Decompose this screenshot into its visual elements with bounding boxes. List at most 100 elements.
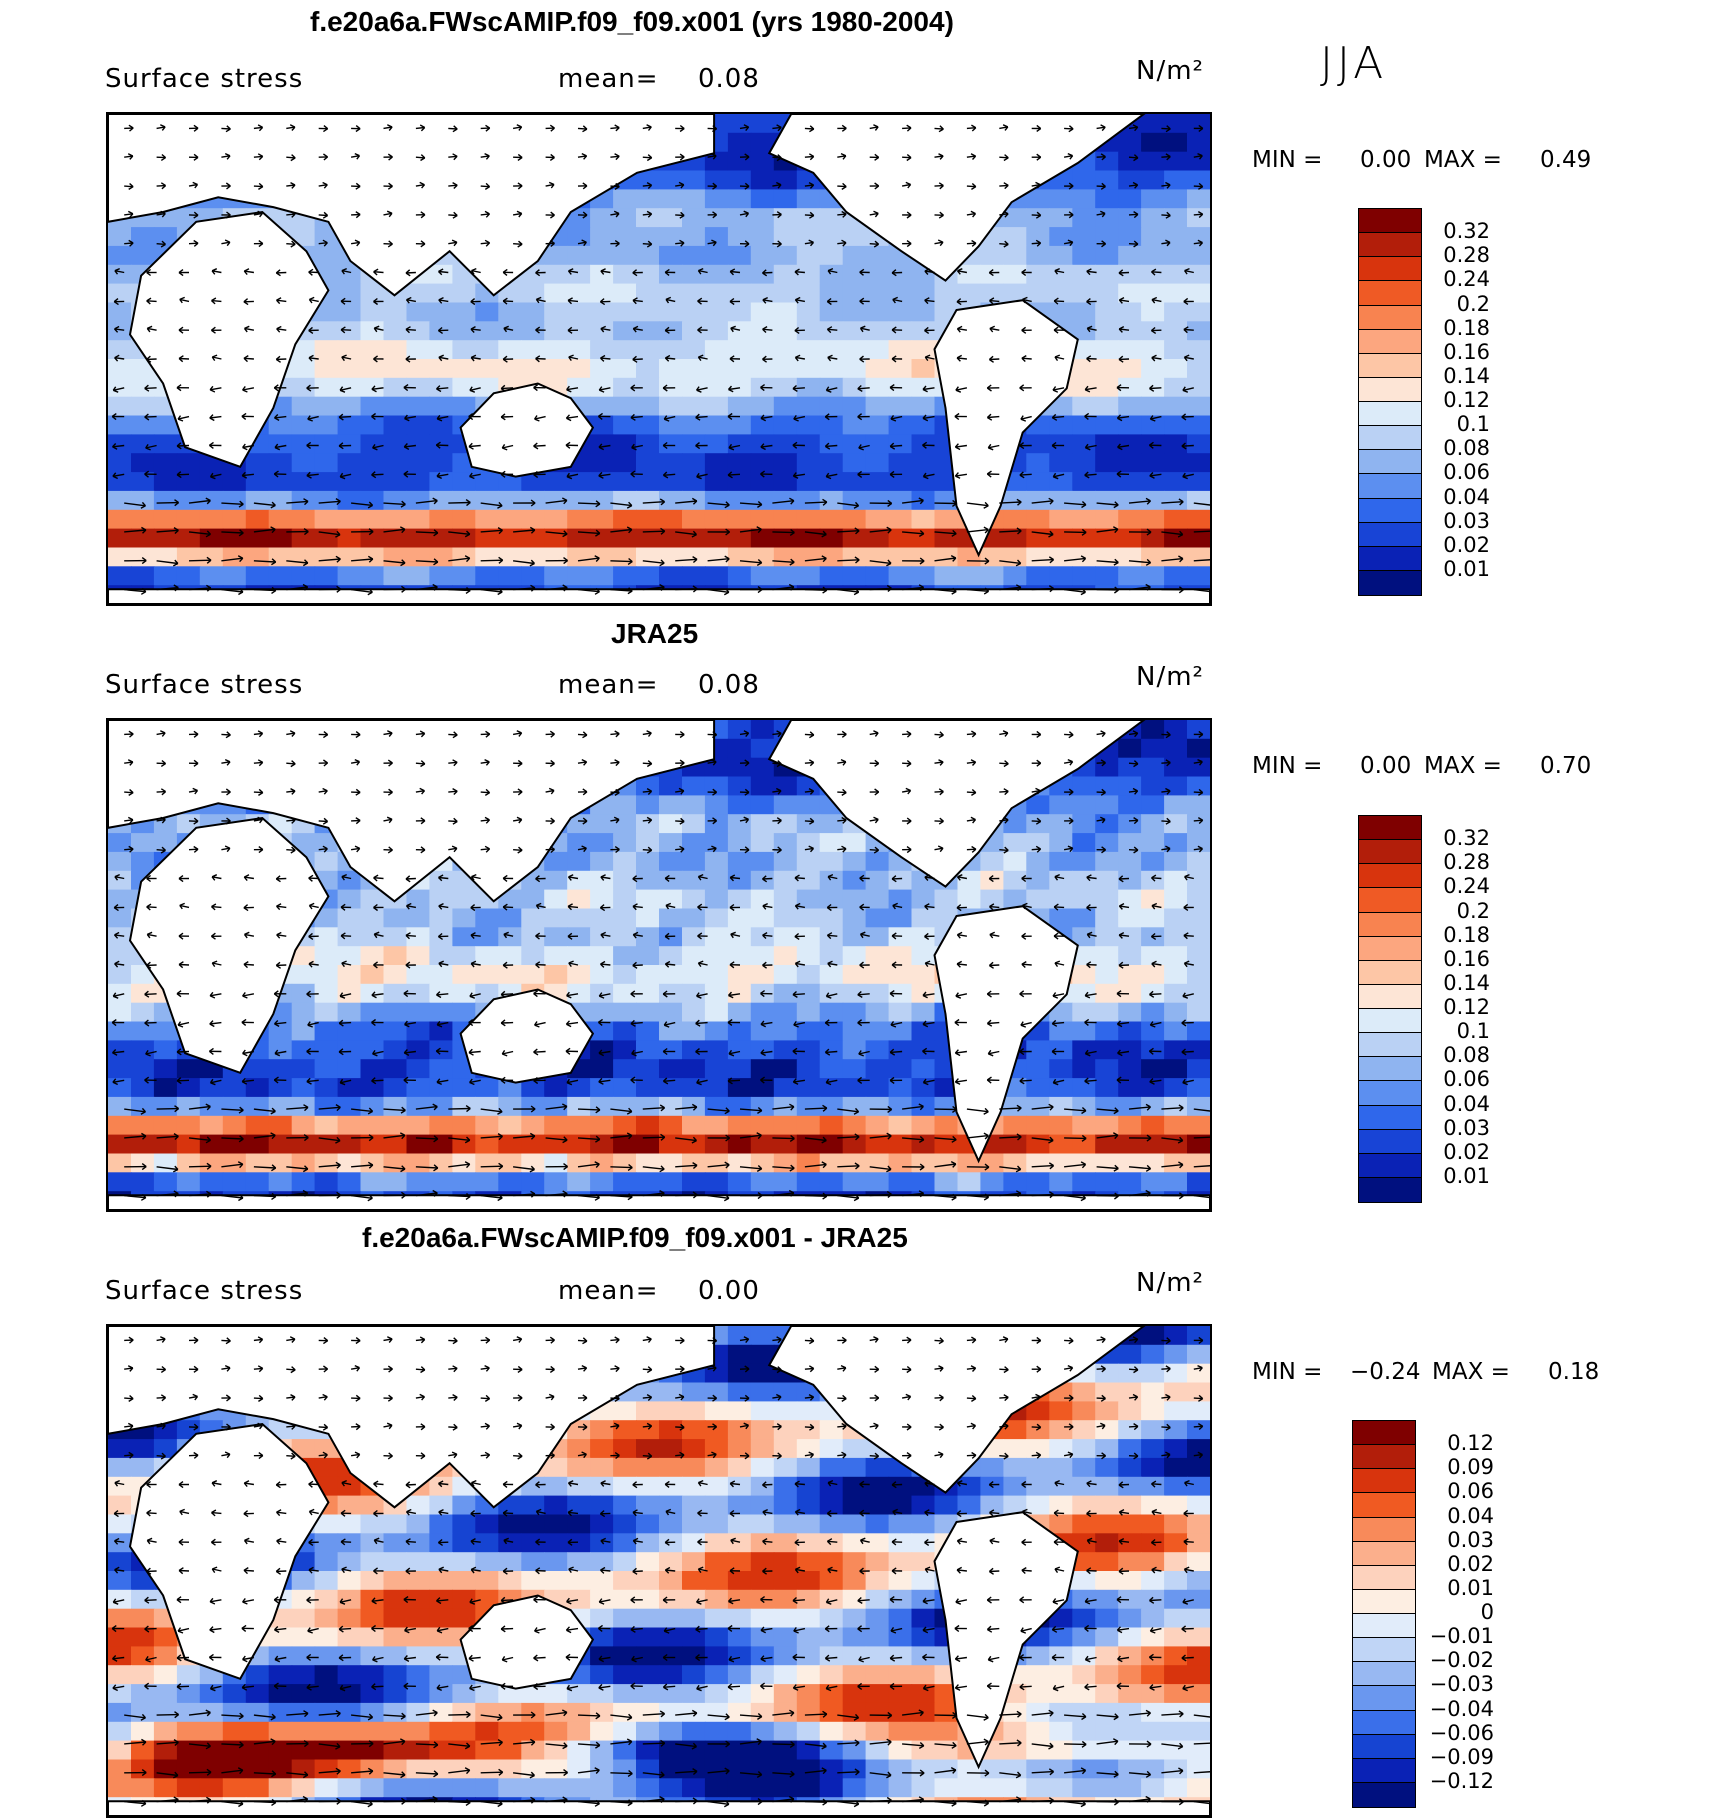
colorbar-tick-label: 0.03	[1447, 1528, 1494, 1552]
panel-2-mean-value: 0.08	[698, 670, 760, 700]
panel-2-field-label: Surface stress	[105, 670, 303, 700]
panel-2-mean-label: mean=	[558, 670, 659, 700]
colorbar-swatch	[1358, 570, 1422, 596]
panel-2-min-label: MIN =	[1252, 753, 1322, 779]
colorbar-swatch	[1352, 1637, 1416, 1663]
panel-2-max-label: MAX =	[1424, 753, 1502, 779]
colorbar-swatch	[1352, 1492, 1416, 1518]
colorbar-swatch	[1358, 815, 1422, 841]
colorbar-swatch	[1358, 425, 1422, 451]
colorbar-swatch	[1358, 498, 1422, 524]
colorbar-swatch	[1358, 546, 1422, 572]
panel-1-mean-value: 0.08	[698, 64, 760, 94]
colorbar-tick-label: 0.02	[1443, 533, 1490, 557]
colorbar-tick-label: 0.28	[1443, 850, 1490, 874]
panel-1-colorbar	[1358, 208, 1422, 594]
panel-1-mean-label: mean=	[558, 64, 659, 94]
colorbar-tick-label: 0.1	[1457, 1019, 1490, 1043]
colorbar-tick-label: 0.06	[1443, 460, 1490, 484]
panel-3-mean-value: 0.00	[698, 1276, 760, 1306]
panel-3-title: f.e20a6a.FWscAMIP.f09_f09.x001 - JRA25	[362, 1222, 908, 1254]
panel-3-min-value: −0.24	[1350, 1359, 1420, 1385]
colorbar-swatch	[1358, 887, 1422, 913]
colorbar-swatch	[1352, 1444, 1416, 1470]
colorbar-tick-label: −0.02	[1430, 1648, 1494, 1672]
colorbar-swatch	[1358, 1153, 1422, 1179]
colorbar-swatch	[1358, 1129, 1422, 1155]
colorbar-tick-label: −0.06	[1430, 1721, 1494, 1745]
colorbar-tick-label: 0.14	[1443, 971, 1490, 995]
panel-3-map	[106, 1324, 1212, 1818]
colorbar-tick-label: 0.03	[1443, 509, 1490, 533]
colorbar-swatch	[1352, 1420, 1416, 1446]
colorbar-swatch	[1358, 377, 1422, 403]
colorbar-tick-label: 0.32	[1443, 826, 1490, 850]
panel-3-field-label: Surface stress	[105, 1276, 303, 1306]
panel-1-min-value: 0.00	[1360, 147, 1411, 173]
colorbar-swatch	[1358, 839, 1422, 865]
colorbar-tick-label: 0.12	[1447, 1431, 1494, 1455]
colorbar-swatch	[1352, 1710, 1416, 1736]
colorbar-tick-label: −0.09	[1430, 1745, 1494, 1769]
colorbar-tick-label: 0.01	[1443, 557, 1490, 581]
colorbar-tick-label: −0.01	[1430, 1624, 1494, 1648]
panel-2-min-value: 0.00	[1360, 753, 1411, 779]
colorbar-tick-label: 0.1	[1457, 412, 1490, 436]
colorbar-tick-label: 0.16	[1443, 947, 1490, 971]
colorbar-swatch	[1352, 1685, 1416, 1711]
colorbar-swatch	[1358, 1080, 1422, 1106]
colorbar-swatch	[1352, 1517, 1416, 1543]
colorbar-swatch	[1358, 863, 1422, 889]
colorbar-swatch	[1352, 1758, 1416, 1784]
colorbar-swatch	[1358, 449, 1422, 475]
panel-3-mean-label: mean=	[558, 1276, 659, 1306]
panel-3-units: N/m²	[1136, 1268, 1204, 1298]
colorbar-tick-label: 0.32	[1443, 219, 1490, 243]
panel-3-max-value: 0.18	[1548, 1359, 1599, 1385]
colorbar-swatch	[1352, 1734, 1416, 1760]
panel-1-units: N/m²	[1136, 56, 1204, 86]
colorbar-swatch	[1352, 1782, 1416, 1808]
colorbar-tick-label: 0.24	[1443, 874, 1490, 898]
panel-3-min-label: MIN =	[1252, 1359, 1322, 1385]
colorbar-tick-label: 0	[1481, 1600, 1494, 1624]
colorbar-swatch	[1358, 1105, 1422, 1131]
colorbar-tick-label: −0.03	[1430, 1672, 1494, 1696]
panel-2-units: N/m²	[1136, 662, 1204, 692]
colorbar-swatch	[1358, 1056, 1422, 1082]
colorbar-swatch	[1352, 1468, 1416, 1494]
colorbar-swatch	[1358, 522, 1422, 548]
colorbar-swatch	[1358, 984, 1422, 1010]
colorbar-swatch	[1358, 960, 1422, 986]
colorbar-swatch	[1352, 1541, 1416, 1567]
colorbar-tick-label: 0.01	[1447, 1576, 1494, 1600]
colorbar-tick-label: 0.18	[1443, 316, 1490, 340]
colorbar-swatch	[1358, 912, 1422, 938]
colorbar-tick-label: 0.06	[1447, 1479, 1494, 1503]
panel-3-map-svg	[108, 1326, 1210, 1816]
colorbar-tick-label: −0.04	[1430, 1697, 1494, 1721]
colorbar-tick-label: 0.12	[1443, 388, 1490, 412]
panel-1-max-value: 0.49	[1540, 147, 1591, 173]
colorbar-tick-label: 0.04	[1443, 485, 1490, 509]
panel-2-map-svg	[108, 720, 1210, 1210]
colorbar-swatch	[1352, 1565, 1416, 1591]
colorbar-swatch	[1358, 232, 1422, 258]
colorbar-swatch	[1358, 1177, 1422, 1203]
colorbar-swatch	[1358, 1008, 1422, 1034]
panel-1-title: f.e20a6a.FWscAMIP.f09_f09.x001 (yrs 1980…	[310, 6, 954, 38]
panel-1-min-label: MIN =	[1252, 147, 1322, 173]
panel-3-colorbar	[1352, 1420, 1416, 1806]
colorbar-swatch	[1358, 329, 1422, 355]
colorbar-swatch	[1358, 208, 1422, 234]
colorbar-tick-label: 0.2	[1457, 899, 1490, 923]
colorbar-tick-label: 0.02	[1447, 1552, 1494, 1576]
panel-3-max-label: MAX =	[1432, 1359, 1510, 1385]
colorbar-tick-label: 0.09	[1447, 1455, 1494, 1479]
colorbar-swatch	[1352, 1661, 1416, 1687]
colorbar-swatch	[1358, 353, 1422, 379]
colorbar-tick-label: 0.06	[1443, 1067, 1490, 1091]
colorbar-swatch	[1352, 1613, 1416, 1639]
